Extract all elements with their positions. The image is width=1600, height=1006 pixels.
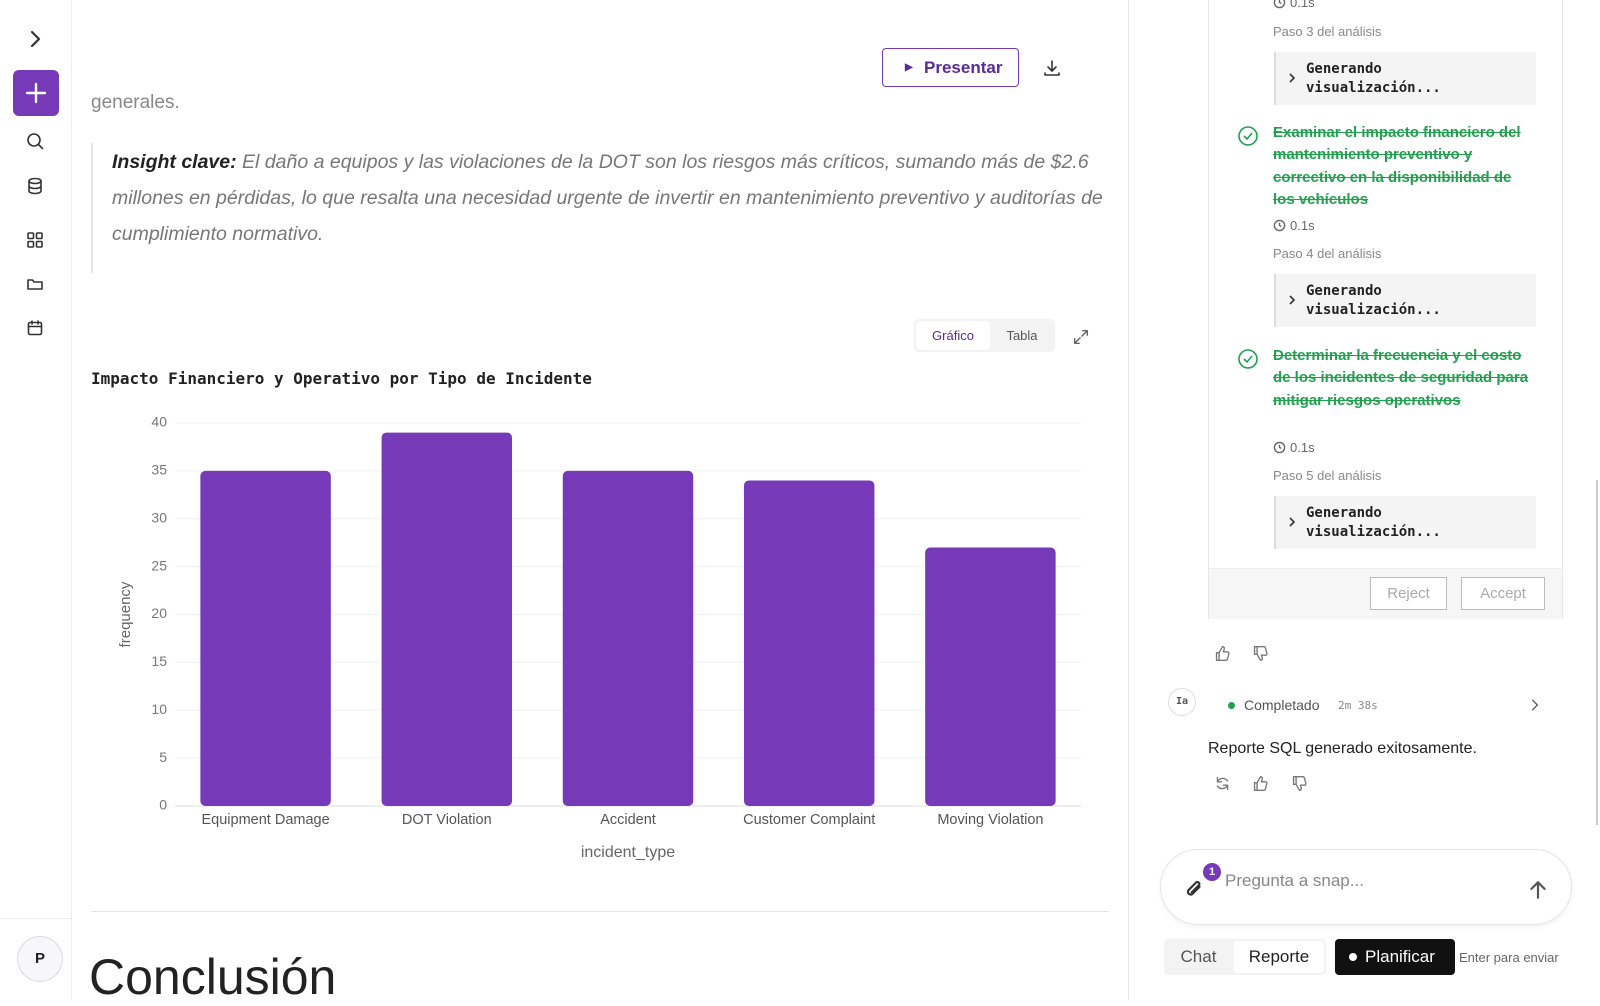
check-icon <box>1238 349 1258 369</box>
step-box[interactable]: Generando visualización... <box>1274 274 1536 327</box>
attach-icon[interactable] <box>1183 878 1205 900</box>
database-icon[interactable] <box>25 176 45 196</box>
chart-title: Impacto Financiero y Operativo por Tipo … <box>91 369 592 388</box>
grid-icon[interactable] <box>25 230 45 250</box>
bar <box>562 470 694 806</box>
retry-icon[interactable] <box>1214 775 1231 792</box>
play-icon: ▶ <box>905 62 913 73</box>
conclusion-heading: Conclusión <box>89 949 337 1005</box>
step-detail: Generando visualización... <box>1306 61 1441 96</box>
insight-text: El daño a equipos y las violaciones de l… <box>112 151 1103 245</box>
status-duration: 2m 38s <box>1338 699 1378 712</box>
plan-dot <box>1349 953 1357 961</box>
sidebar: P <box>0 0 72 1000</box>
bar <box>743 480 875 806</box>
mode-chat[interactable]: Chat <box>1180 947 1217 966</box>
y-tick-label: 25 <box>151 557 167 573</box>
calendar-icon[interactable] <box>25 318 45 338</box>
step-box[interactable]: Generando visualización... <box>1274 52 1536 105</box>
status-text: Completado <box>1244 697 1320 713</box>
task-time: 0.1s <box>1290 218 1315 233</box>
y-tick-label: 15 <box>151 653 167 669</box>
section-divider <box>91 911 1109 912</box>
tab-chart[interactable]: Gráfico <box>916 321 990 350</box>
x-tick-label: Customer Complaint <box>743 812 875 828</box>
accept-button[interactable]: Accept <box>1461 577 1545 610</box>
y-tick-label: 10 <box>151 701 167 717</box>
step-box[interactable]: Generando visualización... <box>1274 496 1536 549</box>
panel-border <box>1128 0 1129 1000</box>
step-label: Paso 4 del análisis <box>1273 246 1382 261</box>
attach-count: 1 <box>1203 863 1221 881</box>
download-icon[interactable] <box>1042 58 1062 78</box>
insight-label: Insight clave: <box>112 151 237 173</box>
search-icon[interactable] <box>25 131 45 151</box>
x-axis-label: incident_type <box>581 844 675 861</box>
clock-icon <box>1273 0 1286 9</box>
task-text: Determinar la frecuencia y el costo de l… <box>1273 347 1529 409</box>
send-hint: Enter para enviar <box>1459 950 1559 965</box>
y-tick-label: 0 <box>159 797 167 813</box>
bar <box>200 470 331 806</box>
view-tabs: Gráfico Tabla <box>914 319 1055 352</box>
thumbs-up-icon[interactable] <box>1214 645 1231 662</box>
y-tick-label: 20 <box>151 605 167 621</box>
step-time: 0.1s <box>1290 0 1315 10</box>
x-tick-label: Accident <box>600 812 656 828</box>
sidebar-divider <box>0 918 71 919</box>
new-button[interactable] <box>13 70 59 116</box>
plan-label: Planificar <box>1365 947 1435 966</box>
y-tick-label: 30 <box>151 509 167 525</box>
plan-button[interactable]: Planificar <box>1335 939 1455 975</box>
plus-icon <box>25 82 47 104</box>
expand-icon[interactable] <box>25 29 45 49</box>
chart: 0 5 10 15 20 25 30 35 40 incident_type frequency Eq… <box>117 414 1081 861</box>
thumbs-up-icon[interactable] <box>1252 775 1269 792</box>
bar <box>925 547 1056 806</box>
mode-report[interactable]: Reporte <box>1234 941 1324 973</box>
step-label: Paso 3 del análisis <box>1273 24 1382 39</box>
avatar[interactable]: P <box>17 936 63 982</box>
task-time: 0.1s <box>1290 440 1315 455</box>
step-detail: Generando visualización... <box>1306 283 1441 318</box>
y-tick-label: 5 <box>159 749 167 765</box>
reject-button[interactable]: Reject <box>1370 577 1447 610</box>
status-dot <box>1228 702 1235 709</box>
clock-icon <box>1273 441 1286 454</box>
chevron-icon[interactable] <box>1527 697 1543 713</box>
agent-badge: Ia <box>1168 688 1196 716</box>
y-axis-label: frequency <box>117 581 134 647</box>
folder-icon[interactable] <box>25 274 45 294</box>
bar <box>381 432 513 806</box>
tab-table[interactable]: Tabla <box>1006 328 1038 343</box>
insight-border <box>91 143 93 273</box>
present-button[interactable]: ▶ Presentar <box>882 48 1019 87</box>
send-icon[interactable] <box>1527 879 1549 901</box>
check-icon <box>1238 126 1258 146</box>
step-label: Paso 5 del análisis <box>1273 468 1382 483</box>
task-text: Examinar el impacto financiero del mante… <box>1273 124 1521 209</box>
completion-message: Reporte SQL generado exitosamente. <box>1208 740 1477 757</box>
input-placeholder: Pregunta a snap... <box>1225 871 1364 890</box>
present-label: Presentar <box>924 58 1003 77</box>
scrollbar <box>1596 480 1598 825</box>
x-tick-label: DOT Violation <box>402 812 492 828</box>
y-tick-label: 40 <box>151 414 167 430</box>
step-detail: Generando visualización... <box>1306 505 1441 540</box>
x-tick-label: Equipment Damage <box>202 812 330 828</box>
y-tick-label: 35 <box>151 462 167 478</box>
thumbs-down-icon[interactable] <box>1252 645 1269 662</box>
x-tick-label: Moving Violation <box>937 812 1043 828</box>
fullscreen-icon[interactable] <box>1072 328 1090 346</box>
chat-input[interactable] <box>1160 849 1572 925</box>
thumbs-down-icon[interactable] <box>1291 775 1308 792</box>
clock-icon <box>1273 219 1286 232</box>
insight: Insight clave: El daño a equipos y las v… <box>112 144 1110 252</box>
previous-text: generales. <box>91 92 180 113</box>
